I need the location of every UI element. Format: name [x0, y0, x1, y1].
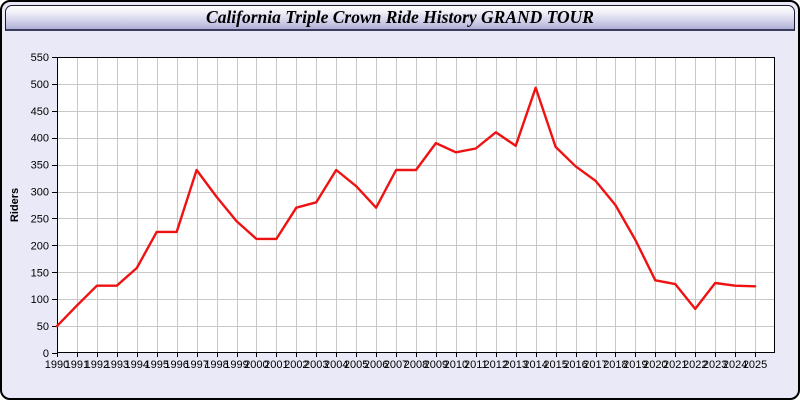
- svg-text:350: 350: [31, 160, 49, 172]
- svg-text:1996: 1996: [164, 359, 188, 371]
- y-axis-tick-labels: 0 50 100 150 200 250 300 350 400 450 500 550: [31, 52, 49, 360]
- svg-text:2017: 2017: [583, 359, 607, 371]
- svg-text:0: 0: [43, 348, 49, 360]
- svg-text:550: 550: [31, 52, 49, 64]
- plot-border: [57, 57, 775, 353]
- svg-text:2018: 2018: [603, 359, 627, 371]
- y-axis-title: Riders: [9, 188, 21, 222]
- svg-text:2023: 2023: [703, 359, 727, 371]
- x-axis-tick-labels: 1990199119921993199419951996199719981999…: [45, 359, 768, 371]
- svg-text:2008: 2008: [404, 359, 428, 371]
- svg-text:100: 100: [31, 294, 49, 306]
- svg-text:2005: 2005: [344, 359, 368, 371]
- riders-series-line: [55, 86, 757, 328]
- svg-text:1990: 1990: [45, 359, 69, 371]
- svg-text:2016: 2016: [563, 359, 587, 371]
- svg-text:2011: 2011: [464, 359, 488, 371]
- svg-text:2025: 2025: [743, 359, 767, 371]
- svg-text:250: 250: [31, 213, 49, 225]
- svg-text:2000: 2000: [244, 359, 268, 371]
- svg-text:1993: 1993: [105, 359, 129, 371]
- svg-text:450: 450: [31, 106, 49, 118]
- svg-text:1992: 1992: [85, 359, 109, 371]
- svg-text:2004: 2004: [324, 359, 348, 371]
- svg-text:2003: 2003: [304, 359, 328, 371]
- svg-text:2020: 2020: [643, 359, 667, 371]
- svg-text:2009: 2009: [424, 359, 448, 371]
- svg-text:50: 50: [37, 321, 49, 333]
- svg-text:2022: 2022: [683, 359, 707, 371]
- svg-text:400: 400: [31, 133, 49, 145]
- svg-text:1994: 1994: [125, 359, 149, 371]
- svg-text:1998: 1998: [204, 359, 228, 371]
- svg-text:1991: 1991: [65, 359, 89, 371]
- gridlines: [57, 57, 775, 353]
- svg-text:2014: 2014: [523, 359, 547, 371]
- svg-text:2019: 2019: [623, 359, 647, 371]
- svg-text:2001: 2001: [264, 359, 288, 371]
- svg-text:1999: 1999: [224, 359, 248, 371]
- svg-text:2006: 2006: [364, 359, 388, 371]
- svg-text:200: 200: [31, 240, 49, 252]
- svg-text:2012: 2012: [484, 359, 508, 371]
- page-title: California Triple Crown Ride History GRA…: [206, 7, 594, 27]
- svg-text:500: 500: [31, 79, 49, 91]
- svg-text:1995: 1995: [144, 359, 168, 371]
- svg-text:2024: 2024: [723, 359, 747, 371]
- svg-text:2007: 2007: [384, 359, 408, 371]
- svg-text:1997: 1997: [184, 359, 208, 371]
- titlebar: California Triple Crown Ride History GRA…: [5, 5, 795, 31]
- svg-text:2015: 2015: [543, 359, 567, 371]
- svg-text:300: 300: [31, 187, 49, 199]
- svg-text:150: 150: [31, 267, 49, 279]
- axis-ticks: [52, 57, 756, 357]
- svg-text:2010: 2010: [444, 359, 468, 371]
- svg-text:2021: 2021: [663, 359, 687, 371]
- svg-text:2013: 2013: [503, 359, 527, 371]
- svg-text:2002: 2002: [284, 359, 308, 371]
